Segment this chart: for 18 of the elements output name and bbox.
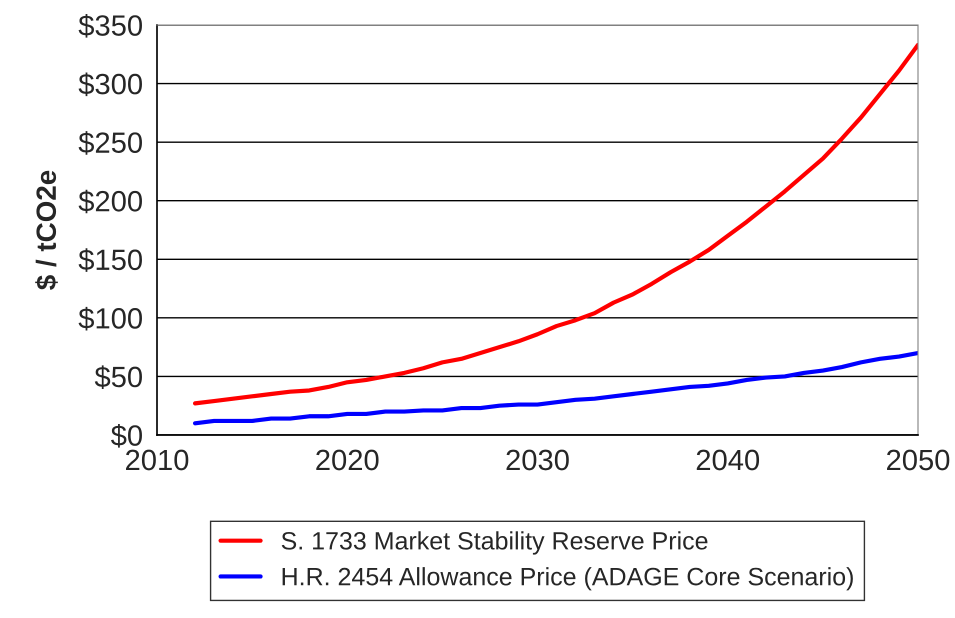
x-tick-label: 2030 [506,450,569,470]
y-axis-title: $ / tCO2e [35,170,58,290]
x-tick-label: 2040 [696,450,760,470]
x-tick-label: 2050 [887,450,950,470]
x-tick-label: 2010 [126,450,188,470]
y-tick-label: $100 [78,306,142,330]
y-tick-label: $0 [110,424,142,448]
legend-label: S. 1733 Market Stability Reserve Price [282,531,708,555]
y-tick-label: $300 [78,72,142,96]
line-series [192,42,918,406]
legend-label: H.R. 2454 Allowance Price (ADAGE Core Scenario) [282,567,853,590]
x-tick-label: 2020 [316,450,379,470]
y-tick-label: $350 [78,14,142,38]
line-series [192,350,918,426]
y-tick-label: $200 [78,190,142,214]
y-tick-label: $150 [78,248,142,272]
y-tick-label: $50 [94,365,142,390]
y-tick-label: $250 [78,131,142,155]
